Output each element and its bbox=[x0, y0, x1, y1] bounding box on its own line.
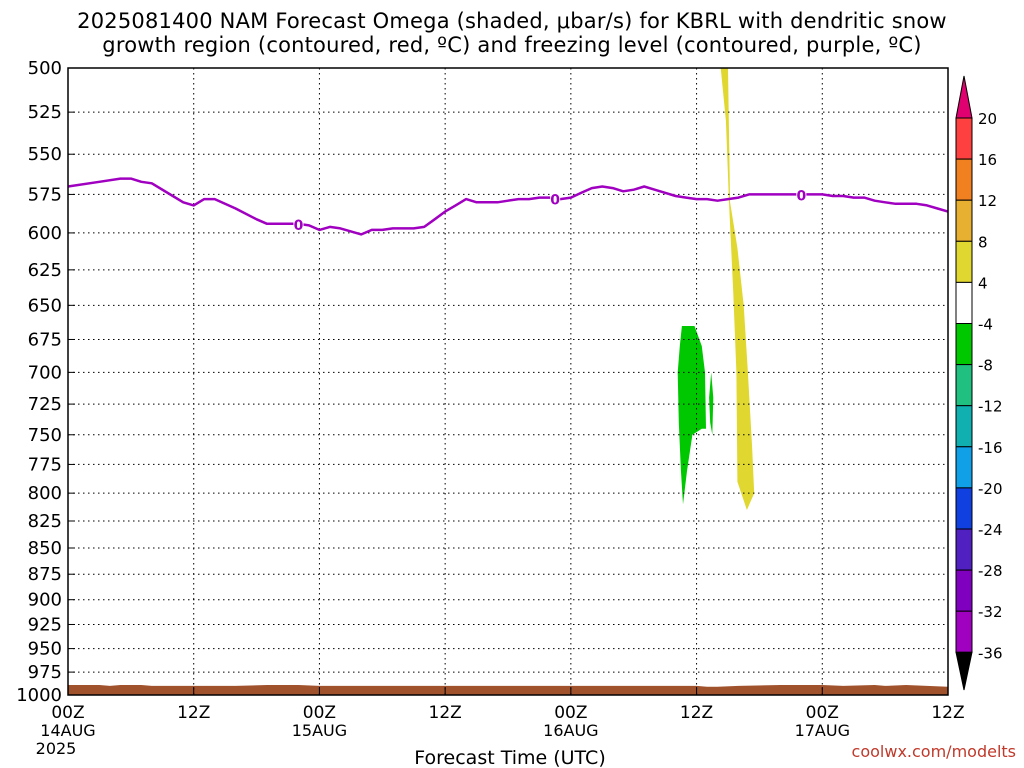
y-tick-label-500: 500 bbox=[28, 58, 62, 79]
x-tick-label-1: 12Z bbox=[177, 703, 210, 723]
y-tick-label-600: 600 bbox=[28, 223, 62, 244]
grid-lines bbox=[68, 67, 948, 696]
x-tick-label-4: 00Z bbox=[554, 703, 587, 723]
colorbar-segment-5 bbox=[955, 323, 973, 366]
y-tick-label-575: 575 bbox=[28, 184, 62, 205]
colorbar-label-4: 4 bbox=[978, 274, 988, 292]
y-tick-label-850: 850 bbox=[28, 538, 62, 559]
site-credit[interactable]: coolwx.com/modelts bbox=[851, 742, 1016, 761]
x-tick-label-0: 00Z bbox=[51, 703, 84, 723]
colorbar-segment-4 bbox=[955, 281, 973, 324]
colorbar-segment-0 bbox=[955, 117, 973, 160]
y-tick-label-925: 925 bbox=[28, 614, 62, 635]
colorbar-top-arrow bbox=[955, 75, 973, 119]
y-tick-label-875: 875 bbox=[28, 564, 62, 585]
colorbar-segment-3 bbox=[955, 240, 973, 283]
omega-region-0 bbox=[720, 68, 755, 510]
y-tick-label-700: 700 bbox=[28, 362, 62, 383]
colorbar-label-13: -36 bbox=[978, 644, 1003, 662]
freezing-level-contour: 0 0 0 bbox=[67, 177, 949, 236]
x-tick-date-4: 16AUG bbox=[543, 721, 598, 740]
contour-label-bg-1 bbox=[550, 190, 561, 206]
contour-label-0: 0 bbox=[294, 218, 304, 234]
y-tick-label-550: 550 bbox=[28, 144, 62, 165]
contour-label-bg-2 bbox=[796, 186, 807, 202]
colorbar-label-1: 16 bbox=[978, 151, 997, 169]
colorbar-label-8: -16 bbox=[978, 439, 1003, 457]
x-tick-label-2: 00Z bbox=[303, 703, 336, 723]
omega-region-2 bbox=[709, 372, 714, 435]
colorbar-segment-1 bbox=[955, 158, 973, 201]
colorbar-label-11: -28 bbox=[978, 562, 1003, 580]
freezing-level-line bbox=[67, 177, 949, 236]
colorbar-label-3: 8 bbox=[978, 233, 988, 251]
colorbar-label-2: 12 bbox=[978, 192, 997, 210]
colorbar-label-6: -8 bbox=[978, 357, 993, 375]
colorbar-segment-10 bbox=[955, 528, 973, 571]
y-tick-label-650: 650 bbox=[28, 295, 62, 316]
y-tick-label-625: 625 bbox=[28, 260, 62, 281]
terrain-layer bbox=[68, 685, 948, 695]
y-tick-label-975: 975 bbox=[28, 662, 62, 683]
y-tick-label-950: 950 bbox=[28, 639, 62, 660]
colorbar-label-10: -24 bbox=[978, 521, 1003, 539]
colorbar-segment-2 bbox=[955, 199, 973, 242]
chart-title-line-1: 2025081400 NAM Forecast Omega (shaded, μ… bbox=[77, 9, 947, 33]
y-tick-label-900: 900 bbox=[28, 590, 62, 611]
x-tick-label-6: 00Z bbox=[806, 703, 839, 723]
colorbar-label-7: -12 bbox=[978, 398, 1003, 416]
chart-title-line-2: growth region (contoured, red, ºC) and f… bbox=[102, 33, 922, 57]
colorbar-label-9: -20 bbox=[978, 480, 1003, 498]
x-tick-date-6: 17AUG bbox=[795, 721, 850, 740]
colorbar: 20 16 12 8 4 -4 -8 -12 -16 -20 -24 -28 -32 -36 bbox=[955, 75, 1003, 691]
colorbar-segment-6 bbox=[955, 364, 973, 407]
x-tick-date-0: 14AUG bbox=[40, 721, 95, 740]
y-tick-label-825: 825 bbox=[28, 511, 62, 532]
omega-shading bbox=[677, 68, 755, 510]
x-tick-year-0: 2025 bbox=[36, 739, 77, 758]
y-tick-label-800: 800 bbox=[28, 483, 62, 504]
y-tick-label-775: 775 bbox=[28, 454, 62, 475]
omega-region-1 bbox=[677, 326, 706, 505]
colorbar-segment-7 bbox=[955, 405, 973, 448]
y-tick-label-725: 725 bbox=[28, 394, 62, 415]
colorbar-label-0: 20 bbox=[978, 110, 997, 128]
x-tick-date-2: 15AUG bbox=[292, 721, 347, 740]
y-tick-label-525: 525 bbox=[28, 102, 62, 123]
contour-label-1: 0 bbox=[550, 192, 560, 208]
y-axis-ticks: 500 525 550 575 600 625 650 675 700 725 750 775 800 8… bbox=[16, 58, 75, 706]
contour-label-bg-0 bbox=[293, 215, 304, 231]
x-tick-label-5: 12Z bbox=[680, 703, 713, 723]
contour-label-2: 0 bbox=[796, 188, 806, 204]
colorbar-segment-12 bbox=[955, 610, 973, 653]
y-tick-label-675: 675 bbox=[28, 329, 62, 350]
x-axis-label: Forecast Time (UTC) bbox=[414, 747, 605, 768]
colorbar-segment-9 bbox=[955, 487, 973, 530]
plot-frame bbox=[67, 67, 949, 696]
x-tick-label-7: 12Z bbox=[931, 703, 964, 723]
x-tick-label-3: 12Z bbox=[429, 703, 462, 723]
y-tick-label-750: 750 bbox=[28, 425, 62, 446]
colorbar-bottom-arrow bbox=[955, 651, 973, 691]
y-tick-label-1000: 1000 bbox=[16, 685, 62, 706]
colorbar-label-5: -4 bbox=[978, 316, 993, 334]
colorbar-segment-11 bbox=[955, 569, 973, 612]
terrain-fill bbox=[68, 685, 948, 695]
colorbar-segment-8 bbox=[955, 446, 973, 489]
colorbar-label-12: -32 bbox=[978, 603, 1003, 621]
